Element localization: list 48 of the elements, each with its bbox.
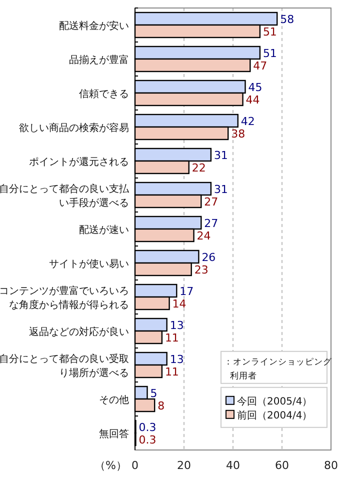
data-label: 51 [262,46,277,60]
x-tick-label: 60 [275,459,289,472]
data-label: 58 [280,12,294,26]
y-tick-label: 無回答 [99,428,129,440]
y-tick-label: ポイントが還元される [29,156,129,168]
data-label: 45 [248,80,262,94]
data-label: 51 [262,25,277,38]
y-tick-label: 信頼できる [79,88,129,100]
x-axis-title: （%） [94,459,127,472]
data-label: 38 [231,127,246,140]
data-label: 14 [172,297,186,310]
data-label: 8 [158,399,165,412]
y-tick-label: 品揃えが豊富 [69,54,129,66]
data-label: 13 [170,352,184,366]
x-tick-label: 80 [324,459,338,472]
y-tick-label: 配送が速い [79,224,129,236]
data-label: 22 [192,161,206,174]
legend-label: 今回（2005/4） [237,395,312,408]
data-label: 11 [164,365,179,378]
y-tick-label: サイトが使い易い [49,259,129,270]
x-tick-label: 20 [177,459,191,472]
y-tick-label: コンテンツが豊富でいろいろな角度から情報が得られる [0,285,129,311]
legend-label: 前回（2004/4） [237,409,312,422]
data-label: 5 [150,386,158,400]
y-tick-label: 欲しい商品の検索が容易 [19,122,129,134]
data-label: 27 [204,195,218,208]
y-tick-label: 自分にとって都合の良い支払い手段が選べる [0,183,130,209]
data-label: 23 [194,263,208,276]
data-label: 47 [253,59,268,72]
legend-title: ：オンラインショッピング利用者 [224,356,333,382]
y-tick-label: その他 [99,394,129,406]
data-label: 27 [204,216,218,230]
data-label: 17 [180,284,194,298]
y-tick-label: 自分にとって都合の良い受取り場所が選べる [0,353,129,379]
x-tick-label: 40 [226,459,240,472]
data-label: 0.3 [138,433,156,446]
data-label: 42 [240,114,255,128]
data-label: 24 [196,229,211,242]
x-tick-label: 0 [132,459,138,472]
data-label: 13 [170,318,184,332]
y-tick-label: 返品などの対応が良い [29,326,129,338]
data-label: 44 [246,93,260,106]
data-label: 31 [214,182,228,196]
y-tick-label: 配送料金が安い [59,20,129,32]
data-label: 0.3 [138,420,156,434]
data-label: 26 [202,250,216,264]
data-label: 11 [164,331,179,344]
data-label: 31 [214,148,228,162]
